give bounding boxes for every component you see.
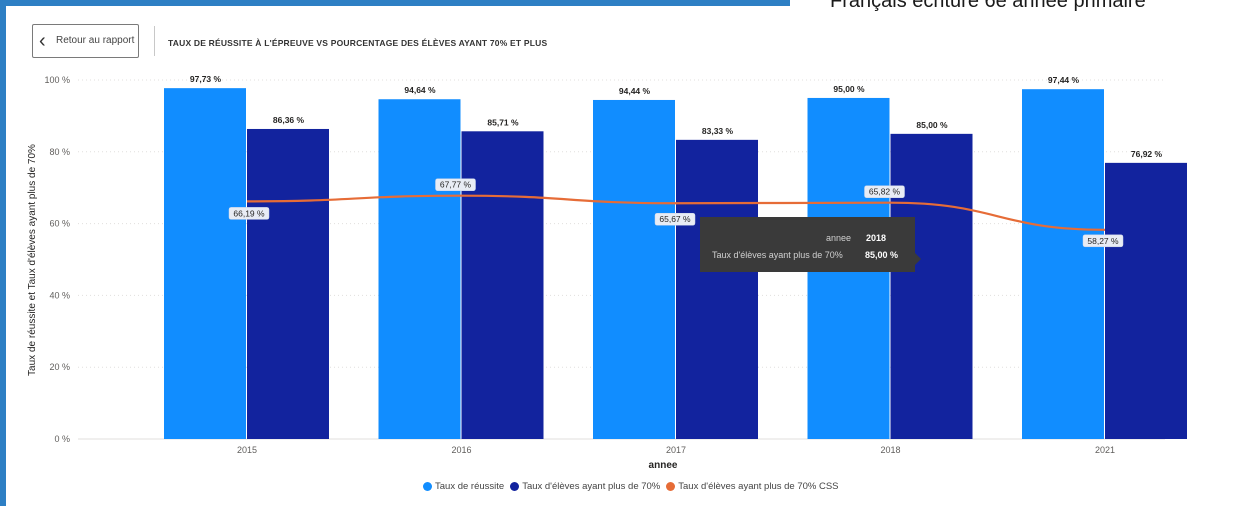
line-data-label: 66,19 % <box>233 208 265 218</box>
chart-legend: Taux de réussite Taux d'élèves ayant plu… <box>423 481 839 492</box>
bar-data-label: 76,92 % <box>1131 149 1163 159</box>
line-data-label: 67,77 % <box>440 180 472 190</box>
bar-data-label: 95,00 % <box>833 84 865 94</box>
x-tick-label: 2018 <box>880 445 900 455</box>
bar-data-label: 85,71 % <box>487 117 519 127</box>
chevron-left-icon: ‹ <box>39 30 46 52</box>
top-frame-border <box>0 0 790 6</box>
x-tick-label: 2021 <box>1095 445 1115 455</box>
y-tick-label: 80 % <box>49 147 70 157</box>
back-to-report-button[interactable]: ‹ Retour au rapport <box>32 24 139 58</box>
line-label-background <box>654 212 696 226</box>
y-tick-label: 40 % <box>49 290 70 300</box>
y-axis-title: Taux de réussite et Taux d'élèves ayant … <box>27 144 38 376</box>
bar-data-label: 86,36 % <box>273 115 305 125</box>
x-axis-title: annee <box>649 460 678 471</box>
header-divider <box>154 26 155 56</box>
legend-dot-plus70-css <box>666 482 676 491</box>
bar-data-label: 94,44 % <box>619 86 651 96</box>
bar <box>461 131 544 440</box>
line-label-background <box>1082 234 1124 248</box>
tooltip-caret <box>915 253 921 265</box>
bar <box>1105 162 1187 440</box>
line-data-label: 65,67 % <box>659 214 691 224</box>
left-frame-border <box>0 0 6 506</box>
y-tick-label: 0 % <box>54 434 70 444</box>
bar <box>247 128 329 440</box>
line-label-background <box>864 185 905 198</box>
bar <box>164 88 246 440</box>
x-tick-label: 2016 <box>451 445 471 455</box>
legend-label-plus70-css: Taux d'élèves ayant plus de 70% CSS <box>678 481 839 492</box>
x-tick-label: 2015 <box>237 445 257 455</box>
line-data-label: 65,82 % <box>869 187 901 197</box>
legend-item-plus70[interactable]: Taux d'élèves ayant plus de 70% <box>510 481 660 492</box>
back-button-label: Retour au rapport <box>56 35 135 46</box>
bar <box>378 99 461 439</box>
tooltip-key-measure: Taux d'élèves ayant plus de 70% <box>712 250 843 260</box>
bar <box>1022 89 1104 439</box>
x-tick-label: 2017 <box>666 445 686 455</box>
y-tick-label: 60 % <box>49 219 70 229</box>
legend-dot-plus70 <box>510 482 520 491</box>
data-tooltip: annee 2018 Taux d'élèves ayant plus de 7… <box>700 217 921 272</box>
series-line <box>246 194 1106 231</box>
legend-label-reussite: Taux de réussite <box>435 481 505 492</box>
y-tick-label: 100 % <box>44 75 70 85</box>
chart-title: TAUX DE RÉUSSITE À L'ÉPREUVE VS POURCENT… <box>168 38 548 48</box>
bar-data-label: 94,64 % <box>404 85 436 95</box>
legend-label-plus70: Taux d'élèves ayant plus de 70% <box>522 481 661 492</box>
page-heading: Français écriture 6e année primaire <box>830 0 1146 12</box>
tooltip-value-year: 2018 <box>866 233 887 243</box>
tooltip-key-year: annee <box>826 233 852 243</box>
bar-data-label: 97,44 % <box>1048 75 1080 85</box>
bar <box>890 133 973 439</box>
line-label-background <box>228 207 270 220</box>
bar-data-label: 85,00 % <box>916 120 948 130</box>
y-tick-label: 20 % <box>49 362 70 372</box>
line-label-background <box>435 178 476 191</box>
legend-item-reussite[interactable]: Taux de réussite <box>423 481 504 492</box>
legend-item-plus70-css[interactable]: Taux d'élèves ayant plus de 70% CSS <box>666 481 839 492</box>
legend-dot-reussite <box>423 482 432 491</box>
bar-data-label: 97,73 % <box>190 74 222 84</box>
bar <box>593 99 675 440</box>
bar-data-label: 83,33 % <box>702 126 734 136</box>
line-data-label: 58,27 % <box>1087 236 1119 246</box>
tooltip-value-measure: 85,00 % <box>865 250 899 260</box>
bar <box>676 139 758 439</box>
